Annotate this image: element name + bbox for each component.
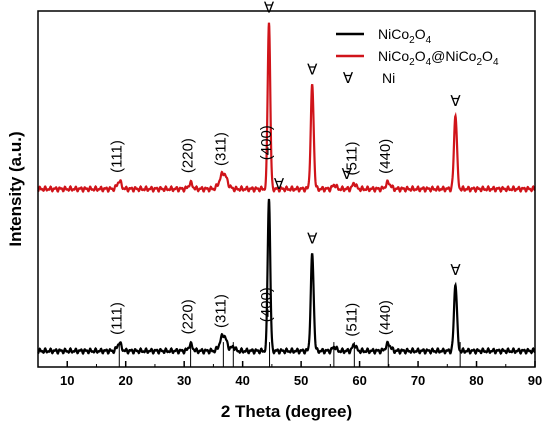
x-tick-label: 80 — [469, 373, 483, 388]
peak-label: (440) — [377, 139, 394, 174]
x-tick-label: 20 — [118, 373, 132, 388]
peak-label: (440) — [377, 300, 394, 335]
legend-label: NiCo2​O4​ — [378, 26, 432, 46]
x-tick-label: 70 — [411, 373, 425, 388]
x-tick-label: 10 — [60, 373, 74, 388]
plot-layer: (111) (220) (311) (400) (511) (440) (111) (220)… — [37, 0, 536, 367]
peak-label: (311) — [212, 132, 229, 166]
peak-label: (111) — [108, 302, 125, 335]
peak-label: (220) — [180, 299, 197, 334]
series-line-1 — [37, 22, 536, 194]
peak-label: (511) — [343, 142, 360, 176]
plot-frame — [37, 10, 536, 368]
ni-marker: ∀ — [264, 0, 275, 17]
ni-marker: ∀ — [274, 175, 285, 193]
legend-label: NiCo2​O4​@NiCo2​O4​ — [378, 48, 499, 68]
peak-label: (111) — [108, 140, 125, 173]
y-axis-title: Intensity (a.u.) — [6, 131, 25, 246]
legend-label: Ni — [382, 70, 395, 86]
ni-marker: ∀ — [450, 92, 461, 110]
x-tick-label: 50 — [294, 373, 308, 388]
x-axis-title: 2 Theta (degree) — [221, 402, 352, 421]
ni-marker: ∀ — [307, 229, 318, 247]
x-tick-label: 60 — [352, 373, 366, 388]
ni-marker: ∀ — [307, 60, 318, 78]
legend-ni-symbol: ∀ — [343, 69, 354, 87]
peak-label: (311) — [212, 294, 229, 328]
x-tick-label: 90 — [528, 373, 542, 388]
legend: NiCo2​O4​NiCo2​O4​@NiCo2​O4​ ∀ Ni — [336, 26, 499, 87]
series-line-0 — [37, 198, 536, 356]
x-tick-label: 40 — [235, 373, 249, 388]
ni-marker: ∀ — [450, 261, 461, 279]
ni-marker: ∀ — [342, 165, 353, 183]
peak-label: (220) — [180, 138, 197, 173]
peak-label: (400) — [258, 125, 275, 160]
x-axis-ticks: 10 20 30 40 50 60 70 80 90 — [37, 361, 542, 388]
peak-label: (511) — [343, 303, 360, 337]
peak-label: (400) — [258, 287, 275, 322]
x-tick-label: 30 — [177, 373, 191, 388]
